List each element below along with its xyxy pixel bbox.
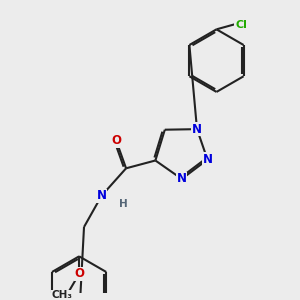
Text: O: O: [74, 267, 84, 280]
Text: N: N: [202, 153, 212, 166]
Text: O: O: [111, 134, 121, 147]
Text: N: N: [97, 189, 106, 202]
Text: H: H: [119, 199, 128, 208]
Text: CH₃: CH₃: [51, 290, 72, 300]
Text: N: N: [192, 123, 202, 136]
Text: Cl: Cl: [235, 20, 247, 30]
Text: N: N: [177, 172, 187, 185]
